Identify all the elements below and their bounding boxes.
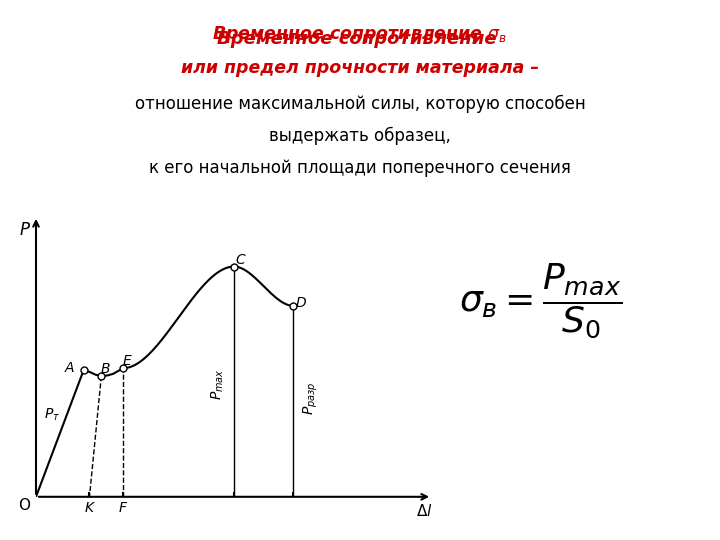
Text: $\sigma_в = \dfrac{P_{max}}{S_0}$: $\sigma_в = \dfrac{P_{max}}{S_0}$ xyxy=(459,261,622,341)
Text: O: O xyxy=(18,498,30,512)
Text: C: C xyxy=(235,253,245,267)
Text: $P_т$: $P_т$ xyxy=(44,406,60,423)
Text: B: B xyxy=(101,362,110,376)
Text: отношение максимальной силы, которую способен: отношение максимальной силы, которую спо… xyxy=(135,94,585,113)
Text: Временное сопротивление $\boldsymbol{\sigma_в}$: Временное сопротивление $\boldsymbol{\si… xyxy=(212,24,508,45)
Text: выдержать образец,: выдержать образец, xyxy=(269,127,451,145)
Text: D: D xyxy=(296,296,307,310)
Text: P: P xyxy=(19,221,29,239)
Text: $P_{max}$: $P_{max}$ xyxy=(210,369,226,400)
Text: $\Delta l$: $\Delta l$ xyxy=(415,503,433,519)
Text: или предел прочности материала –: или предел прочности материала – xyxy=(181,59,539,77)
Text: K: K xyxy=(85,501,94,515)
Text: F: F xyxy=(119,501,127,515)
Text: A: A xyxy=(65,361,74,375)
Text: E: E xyxy=(122,354,132,368)
Text: к его начальной площади поперечного сечения: к его начальной площади поперечного сече… xyxy=(149,159,571,177)
Text: Временное сопротивление: Временное сопротивление xyxy=(217,30,503,48)
Text: $P_{разр}$: $P_{разр}$ xyxy=(302,382,320,415)
